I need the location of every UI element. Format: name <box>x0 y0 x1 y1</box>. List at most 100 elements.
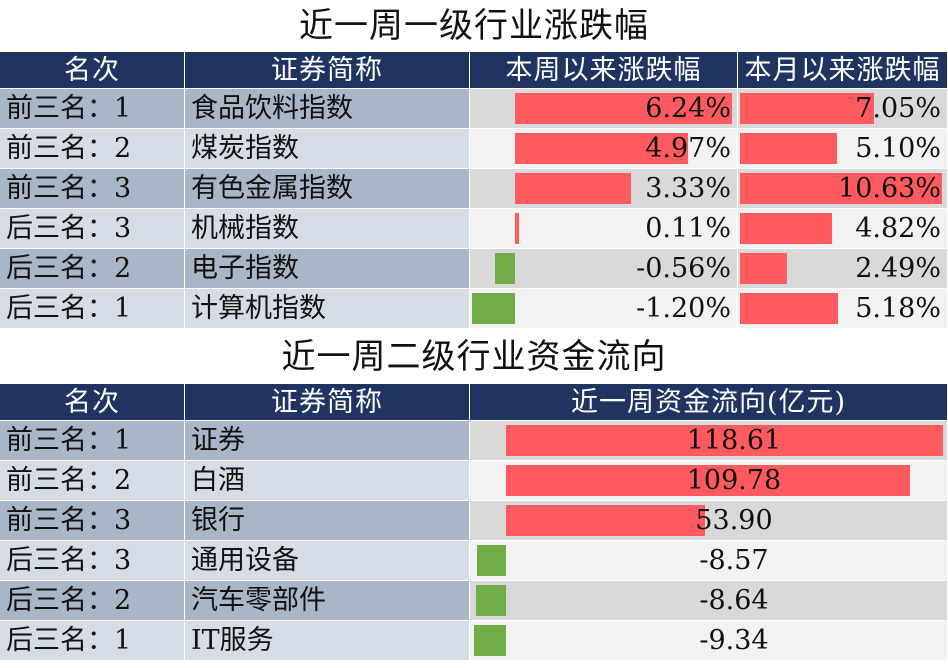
negative-bar <box>472 293 515 324</box>
rank-cell: 后三名：2 <box>0 249 185 289</box>
value-label: 7.05% <box>855 93 941 124</box>
week-change-cell: -1.20% <box>470 289 738 329</box>
value-label: 4.97% <box>645 133 731 164</box>
fund-flow-cell: -8.64 <box>470 581 948 621</box>
rank-cell: 后三名：3 <box>0 541 185 581</box>
rank-cell: 前三名：2 <box>0 461 185 501</box>
header-name: 证券简称 <box>185 384 470 421</box>
table-row: 前三名：1 食品饮料指数 6.24% 7.05% <box>0 89 948 129</box>
table-row: 后三名：3 机械指数 0.11% 4.82% <box>0 209 948 249</box>
positive-bar <box>515 213 519 244</box>
industry-name-cell: 汽车零部件 <box>185 581 470 621</box>
positive-bar <box>506 425 943 456</box>
positive-bar <box>740 173 942 204</box>
fund-flow-cell: -8.57 <box>470 541 948 581</box>
value-label: 5.10% <box>855 133 941 164</box>
industry-name-cell: 银行 <box>185 501 470 541</box>
fund-flow-table: 名次 证券简称 近一周资金流向(亿元) 前三名：1 证券 118.61 前三名：2 白酒… <box>0 384 948 661</box>
month-change-cell: 7.05% <box>738 89 948 129</box>
industry-name-cell: 机械指数 <box>185 209 470 249</box>
value-label: 0.11% <box>645 213 731 244</box>
value-label: 3.33% <box>645 173 731 204</box>
table-row: 后三名：2 汽车零部件 -8.64 <box>0 581 948 621</box>
table-row: 前三名：3 有色金属指数 3.33% 10.63% <box>0 169 948 209</box>
table-row: 后三名：2 电子指数 -0.56% 2.49% <box>0 249 948 289</box>
value-label: -8.57 <box>699 545 769 576</box>
industry-name-cell: 煤炭指数 <box>185 129 470 169</box>
industry-change-table: 名次 证券简称 本周以来涨跌幅 本月以来涨跌幅 前三名：1 食品饮料指数 6.24%… <box>0 52 948 329</box>
value-label: 5.18% <box>855 293 941 324</box>
positive-bar <box>740 293 839 324</box>
month-change-cell: 5.10% <box>738 129 948 169</box>
header-week-change: 本周以来涨跌幅 <box>470 52 738 89</box>
table-row: 前三名：3 银行 53.90 <box>0 501 948 541</box>
value-label: -9.34 <box>699 625 769 656</box>
value-label: 2.49% <box>855 253 941 284</box>
value-label: -1.20% <box>636 293 731 324</box>
positive-bar <box>515 133 688 164</box>
rank-cell: 前三名：3 <box>0 169 185 209</box>
positive-bar <box>515 173 631 204</box>
industry-name-cell: 食品饮料指数 <box>185 89 470 129</box>
fund-flow-cell: 118.61 <box>470 421 948 461</box>
table1-body: 前三名：1 食品饮料指数 6.24% 7.05% 前三名：2 煤炭指数 4.97% 5.10%… <box>0 89 948 329</box>
week-change-cell: 4.97% <box>470 129 738 169</box>
header-fund-flow: 近一周资金流向(亿元) <box>470 384 948 421</box>
positive-bar <box>740 253 788 284</box>
header-name: 证券简称 <box>185 52 470 89</box>
value-label: 109.78 <box>686 465 782 496</box>
value-label: -0.56% <box>636 253 731 284</box>
industry-name-cell: 有色金属指数 <box>185 169 470 209</box>
table1-title: 近一周一级行业涨跌幅 <box>299 6 649 46</box>
positive-bar <box>740 213 832 244</box>
rank-cell: 后三名：3 <box>0 209 185 249</box>
value-label: 4.82% <box>855 213 941 244</box>
value-label: -8.64 <box>699 585 769 616</box>
rank-cell: 前三名：1 <box>0 89 185 129</box>
table-row: 前三名：2 白酒 109.78 <box>0 461 948 501</box>
table-row: 后三名：1 IT服务 -9.34 <box>0 621 948 661</box>
table2-title: 近一周二级行业资金流向 <box>281 337 667 377</box>
value-label: 118.61 <box>686 425 782 456</box>
rank-cell: 前三名：1 <box>0 421 185 461</box>
header-rank: 名次 <box>0 384 185 421</box>
fund-flow-cell: 109.78 <box>470 461 948 501</box>
fund-flow-cell: 53.90 <box>470 501 948 541</box>
table-row: 前三名：1 证券 118.61 <box>0 421 948 461</box>
table-header-row: 名次 证券简称 本周以来涨跌幅 本月以来涨跌幅 <box>0 52 948 89</box>
rank-cell: 前三名：2 <box>0 129 185 169</box>
industry-name-cell: 白酒 <box>185 461 470 501</box>
rank-cell: 后三名：2 <box>0 581 185 621</box>
month-change-cell: 2.49% <box>738 249 948 289</box>
value-label: 10.63% <box>838 173 941 204</box>
negative-bar <box>494 253 515 284</box>
week-change-cell: 0.11% <box>470 209 738 249</box>
value-label: 6.24% <box>645 93 731 124</box>
positive-bar <box>515 93 732 124</box>
negative-bar <box>474 625 506 656</box>
month-change-cell: 4.82% <box>738 209 948 249</box>
week-change-cell: 6.24% <box>470 89 738 129</box>
table2-body: 前三名：1 证券 118.61 前三名：2 白酒 109.78 前三名：3 银行 53.90 后三… <box>0 421 948 661</box>
positive-bar <box>506 465 911 496</box>
table-row: 后三名：1 计算机指数 -1.20% 5.18% <box>0 289 948 329</box>
month-change-cell: 10.63% <box>738 169 948 209</box>
rank-cell: 后三名：1 <box>0 621 185 661</box>
negative-bar <box>476 585 506 616</box>
positive-bar <box>740 93 874 124</box>
week-change-cell: 3.33% <box>470 169 738 209</box>
rank-cell: 后三名：1 <box>0 289 185 329</box>
week-change-cell: -0.56% <box>470 249 738 289</box>
fund-flow-cell: -9.34 <box>470 621 948 661</box>
positive-bar <box>506 505 705 536</box>
table-row: 前三名：2 煤炭指数 4.97% 5.10% <box>0 129 948 169</box>
negative-bar <box>476 545 506 576</box>
industry-name-cell: IT服务 <box>185 621 470 661</box>
month-change-cell: 5.18% <box>738 289 948 329</box>
industry-name-cell: 电子指数 <box>185 249 470 289</box>
industry-name-cell: 证券 <box>185 421 470 461</box>
header-month-change: 本月以来涨跌幅 <box>738 52 948 89</box>
value-label: 53.90 <box>695 505 773 536</box>
rank-cell: 前三名：3 <box>0 501 185 541</box>
table-row: 后三名：3 通用设备 -8.57 <box>0 541 948 581</box>
